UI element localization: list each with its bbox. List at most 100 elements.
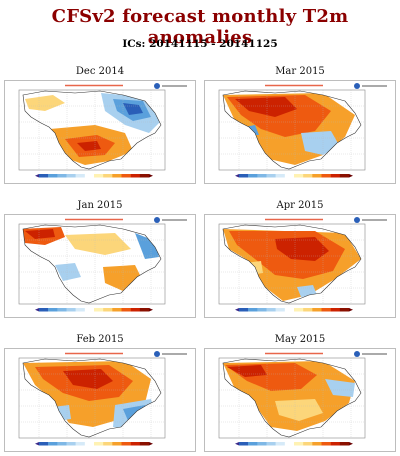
colorbar-arrow-low (235, 174, 239, 178)
colorbar-arrow-high (149, 308, 153, 312)
colorbar-segment (248, 308, 258, 312)
panel-month-label: May 2015 (274, 334, 326, 345)
colorbar-segment (103, 442, 113, 446)
colorbar-arrow-high (349, 174, 353, 178)
colorbar-segment (303, 174, 313, 178)
noaa-logo-icon (354, 83, 360, 89)
noaa-logo-icon (354, 217, 360, 223)
panel-month-label: Apr 2015 (276, 200, 324, 211)
colorbar-segment (94, 442, 104, 446)
colorbar-segment (303, 308, 313, 312)
colorbar-segment (39, 308, 49, 312)
colorbar-segment (284, 308, 295, 312)
colorbar-segment (75, 308, 86, 312)
colorbar-segment (139, 442, 150, 446)
colorbar-segment (84, 308, 95, 312)
colorbar-segment (239, 308, 249, 312)
anomaly-region (275, 237, 329, 261)
colorbar-segment (330, 442, 341, 446)
colorbar-segment (130, 308, 141, 312)
coastline (222, 90, 362, 170)
colorbar-segment (48, 308, 58, 312)
colorbar-segment (339, 174, 350, 178)
page-title: CFSv2 forecast monthly T2m anomalies (51, 6, 349, 48)
colorbar-segment (84, 174, 95, 178)
anomaly-region (235, 97, 297, 117)
colorbar-segment (94, 308, 104, 312)
colorbar-segment (121, 174, 131, 178)
colorbar-segment (84, 442, 95, 446)
colorbar-segment (303, 442, 313, 446)
anomaly-region (275, 399, 323, 421)
colorbar-segment (39, 442, 49, 446)
colorbar-segment (294, 308, 304, 312)
colorbar-arrow-low (35, 174, 39, 178)
colorbar-segment (66, 442, 76, 446)
colorbar-segment (66, 174, 76, 178)
colorbar-segment (57, 442, 67, 446)
panel-month-label: Mar 2015 (275, 66, 325, 77)
colorbar-arrow-high (149, 442, 153, 446)
forecast-map (4, 214, 196, 318)
coastline (22, 90, 162, 170)
anomaly-region (301, 131, 339, 155)
colorbar-segment (275, 442, 286, 446)
colorbar-segment (294, 442, 304, 446)
colorbar-arrow-high (149, 174, 153, 178)
colorbar-segment (112, 308, 122, 312)
colorbar-segment (339, 308, 350, 312)
colorbar-segment (94, 174, 104, 178)
coastline (22, 224, 162, 304)
anomaly-region (25, 229, 55, 239)
forecast-map (4, 80, 196, 184)
coastline (222, 358, 362, 438)
anomaly-region (135, 233, 159, 259)
colorbar-segment (39, 174, 49, 178)
colorbar-segment (248, 174, 258, 178)
colorbar-segment (130, 174, 141, 178)
colorbar-segment (130, 442, 141, 446)
colorbar-segment (48, 442, 58, 446)
colorbar-segment (266, 174, 276, 178)
colorbar-segment (266, 308, 276, 312)
colorbar-arrow-low (35, 442, 39, 446)
colorbar-segment (112, 174, 122, 178)
colorbar-segment (257, 442, 267, 446)
anomaly-region (65, 233, 131, 255)
panel-month-label: Feb 2015 (76, 334, 124, 345)
colorbar-arrow-high (349, 308, 353, 312)
anomaly-region (325, 379, 355, 397)
initial-conditions-subtitle: ICs: 20141115 - 20141125 (122, 38, 278, 50)
forecast-map (4, 348, 196, 452)
forecast-map (204, 214, 396, 318)
colorbar-arrow-high (349, 442, 353, 446)
colorbar-segment (330, 308, 341, 312)
colorbar-segment (321, 174, 331, 178)
colorbar-segment (248, 442, 258, 446)
noaa-logo-icon (154, 217, 160, 223)
colorbar-segment (66, 308, 76, 312)
colorbar-segment (266, 442, 276, 446)
panel-month-label: Dec 2014 (75, 66, 125, 77)
colorbar-segment (321, 308, 331, 312)
colorbar-segment (239, 442, 249, 446)
colorbar-segment (103, 308, 113, 312)
colorbar-segment (112, 442, 122, 446)
colorbar-segment (294, 174, 304, 178)
colorbar-arrow-low (235, 442, 239, 446)
colorbar-segment (139, 174, 150, 178)
colorbar-segment (121, 442, 131, 446)
colorbar-arrow-low (35, 308, 39, 312)
colorbar-segment (121, 308, 131, 312)
colorbar-segment (339, 442, 350, 446)
noaa-logo-icon (154, 351, 160, 357)
coastline (222, 224, 362, 304)
colorbar-segment (312, 308, 322, 312)
colorbar-segment (257, 308, 267, 312)
colorbar-segment (48, 174, 58, 178)
colorbar-segment (312, 174, 322, 178)
colorbar-segment (312, 442, 322, 446)
colorbar-segment (57, 308, 67, 312)
forecast-map (204, 80, 396, 184)
colorbar-segment (275, 174, 286, 178)
